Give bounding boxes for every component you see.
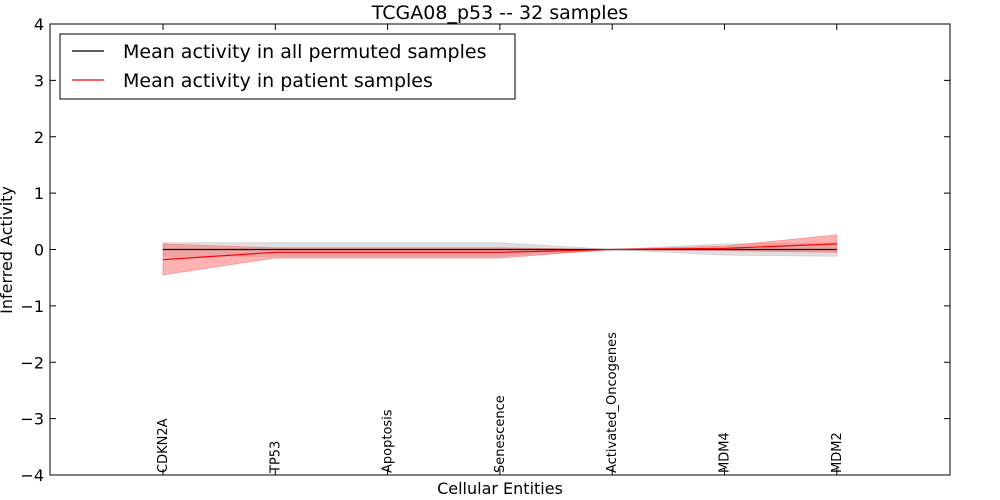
y-axis: −4 −3 −2 −1 0 1 2 3 4 xyxy=(20,15,950,485)
legend-label-permuted: Mean activity in all permuted samples xyxy=(123,41,486,63)
y-tick-label: 3 xyxy=(34,71,44,90)
line-patient xyxy=(162,243,837,261)
x-category-label: Senescence xyxy=(493,395,508,473)
y-axis-title: Inferred Activity xyxy=(0,186,16,314)
y-tick-label: 0 xyxy=(34,241,44,260)
legend-box xyxy=(59,33,516,100)
chart-title: TCGA08_p53 -- 32 samples xyxy=(371,2,628,24)
series-lines xyxy=(162,243,837,261)
y-tick-label: −3 xyxy=(20,410,44,429)
y-tick-label: −2 xyxy=(20,353,44,372)
y-tick-label: −1 xyxy=(20,297,44,316)
y-tick-label: 1 xyxy=(34,184,44,203)
y-tick-label: 2 xyxy=(34,128,44,147)
x-category-label: TP53 xyxy=(268,441,283,474)
legend-label-patient: Mean activity in patient samples xyxy=(123,70,433,92)
x-category-label: Activated_Oncogenes xyxy=(605,332,620,473)
x-axis-title: Cellular Entities xyxy=(437,479,563,498)
x-axis-categories: CDKN2A TP53 Apoptosis Senescence Activated_O… xyxy=(156,24,845,475)
band-patient xyxy=(162,234,838,276)
x-category-label: Apoptosis xyxy=(381,409,396,473)
x-category-label: MDM4 xyxy=(718,432,733,473)
y-tick-label: 4 xyxy=(34,15,44,34)
x-category-label: CDKN2A xyxy=(156,418,171,473)
y-tick-label: −4 xyxy=(20,466,44,485)
confidence-bands xyxy=(162,234,838,276)
x-category-label: MDM2 xyxy=(830,432,845,473)
legend: Mean activity in all permuted samples Me… xyxy=(59,33,516,100)
